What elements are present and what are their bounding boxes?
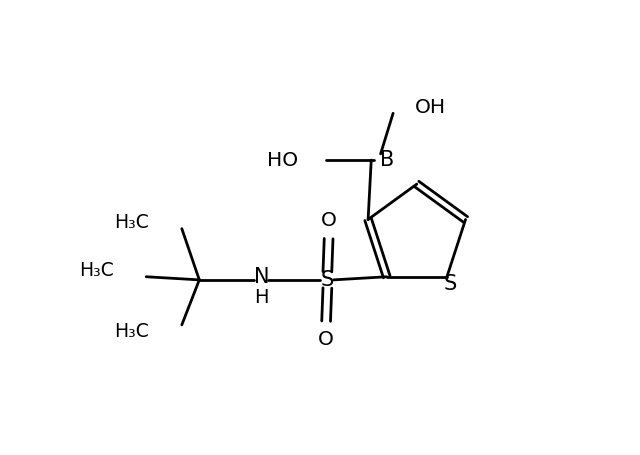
Text: H: H (255, 288, 269, 307)
Text: B: B (380, 150, 394, 170)
Text: HO: HO (267, 151, 298, 170)
Text: H₃C: H₃C (115, 213, 149, 232)
Text: H₃C: H₃C (115, 322, 149, 341)
Text: S: S (444, 274, 457, 294)
Text: S: S (321, 270, 334, 290)
Text: OH: OH (415, 97, 446, 116)
Text: H₃C: H₃C (79, 261, 114, 280)
Text: O: O (318, 330, 334, 349)
Text: N: N (254, 267, 269, 287)
Text: O: O (321, 211, 337, 230)
